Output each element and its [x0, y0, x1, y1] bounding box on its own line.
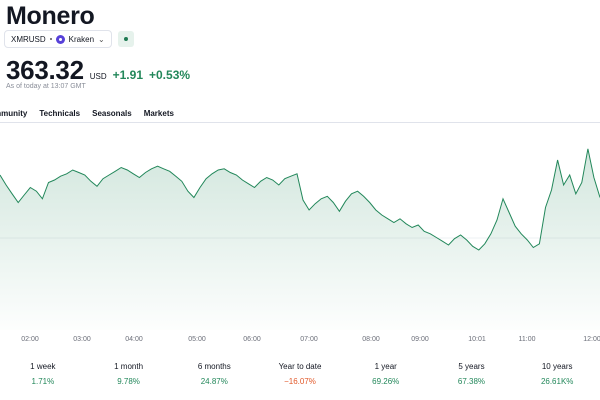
price-change-abs: +1.91: [112, 68, 143, 82]
symbol-row: XMRUSD Kraken ⌄: [4, 30, 134, 48]
perf-1-year[interactable]: 1 year 69.26%: [343, 362, 429, 392]
price-area-fill: [0, 148, 600, 330]
perf-value: 67.38%: [457, 377, 486, 386]
x-tick-label: 11:00: [519, 336, 536, 343]
tab-seasonals[interactable]: Seasonals: [92, 109, 132, 118]
x-tick-label: 06:00: [243, 336, 261, 343]
x-tick-label: 05:00: [188, 336, 206, 343]
x-tick-label: 02:00: [21, 336, 39, 343]
x-tick-label: 08:00: [362, 336, 380, 343]
symbol-label: XMRUSD: [11, 34, 46, 44]
x-tick-label: 07:00: [300, 336, 318, 343]
symbol-selector[interactable]: XMRUSD Kraken ⌄: [4, 30, 112, 48]
price-chart-svg: 02:00 03:00 04:00 05:00 06:00 07:00 08:00 09:00…: [0, 148, 600, 343]
x-tick-label: 09:00: [411, 336, 429, 343]
perf-value: 26.61K%: [540, 377, 574, 386]
last-price: 363.32: [6, 55, 84, 85]
price-currency: USD: [89, 72, 107, 81]
price-chart[interactable]: 02:00 03:00 04:00 05:00 06:00 07:00 08:00 09:00…: [0, 122, 600, 350]
perf-value: 24.87%: [200, 377, 228, 386]
x-tick-label: 12:00: [583, 336, 600, 343]
perf-value: 69.26%: [372, 377, 400, 386]
perf-label: 1 week: [30, 362, 56, 371]
separator-dot: [49, 38, 52, 40]
perf-6-months[interactable]: 6 months 24.87%: [171, 362, 257, 392]
page-title: Monero: [6, 2, 95, 30]
perf-label: 6 months: [197, 362, 231, 371]
quote-timestamp: As of today at 13:07 GMT: [6, 83, 86, 90]
perf-1-month[interactable]: 1 month 9.78%: [86, 362, 172, 392]
tab-technicals[interactable]: Technicals: [39, 109, 81, 118]
performance-row: 1 week 1.71% 1 month 9.78% 6 months 24.8…: [0, 362, 600, 392]
market-status-icon: [123, 37, 128, 41]
perf-value: −16.07%: [284, 377, 316, 386]
price-change-pct: +0.53%: [149, 68, 191, 82]
perf-5-years[interactable]: 5 years 67.38%: [429, 362, 515, 392]
x-tick-label: 04:00: [125, 336, 143, 343]
perf-label: 5 years: [458, 362, 485, 371]
price-line: [0, 148, 600, 251]
tab-community[interactable]: mmunity: [0, 109, 28, 118]
perf-label: Year to date: [278, 362, 322, 371]
chevron-down-icon: ⌄: [98, 34, 105, 44]
x-tick-label: 03:00: [73, 336, 91, 343]
perf-1-week[interactable]: 1 week 1.71%: [0, 362, 86, 392]
exchange-label: Kraken: [68, 34, 95, 44]
perf-value: 9.78%: [117, 377, 140, 386]
perf-value: 1.71%: [31, 377, 55, 386]
perf-label: 1 year: [374, 362, 397, 371]
tab-bar: mmunity Technicals Seasonals Markets: [0, 104, 600, 123]
perf-label: 10 years: [541, 362, 573, 371]
perf-ytd[interactable]: Year to date −16.07%: [257, 362, 343, 392]
kraken-logo-icon: [55, 34, 65, 44]
tab-markets[interactable]: Markets: [143, 109, 174, 118]
market-status-button[interactable]: [117, 31, 134, 47]
perf-label: 1 month: [114, 362, 144, 371]
price-row: 363.32 USD +1.91 +0.53%: [6, 55, 190, 86]
x-tick-label: 10:01: [468, 336, 486, 343]
perf-10-years[interactable]: 10 years 26.61K%: [514, 362, 600, 392]
